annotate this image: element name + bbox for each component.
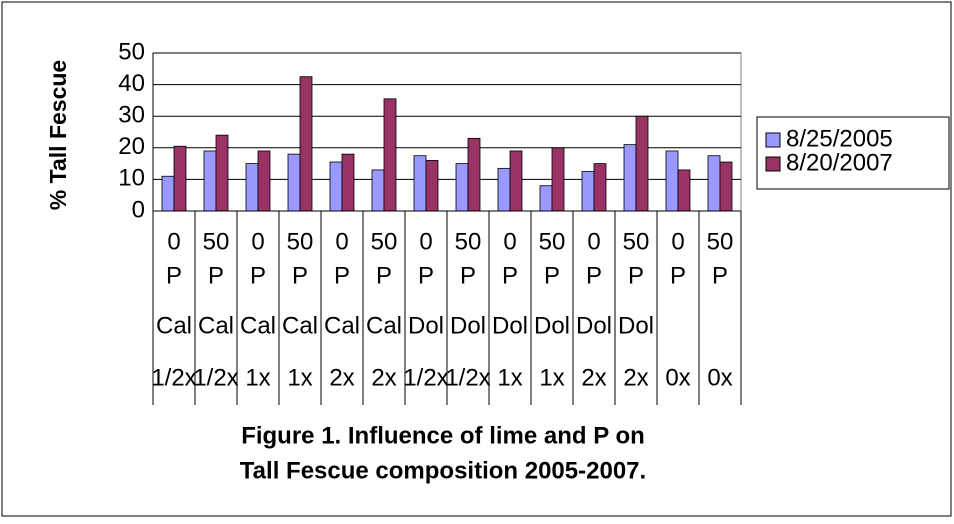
x-tick-label: P <box>376 262 392 289</box>
bar <box>299 76 313 212</box>
x-tick-label: Dol <box>618 312 654 339</box>
x-tick-label: 1/2x <box>403 364 448 391</box>
bar <box>215 134 229 212</box>
x-tick-label: 2x <box>371 364 396 391</box>
bar <box>287 153 301 212</box>
y-axis-title: % Tall Fescue <box>45 60 71 210</box>
bar <box>581 171 595 212</box>
bar <box>383 98 397 212</box>
x-tick-label: P <box>418 262 434 289</box>
bar <box>425 160 439 212</box>
x-tick-label: 1x <box>245 364 270 391</box>
chart-title: Tall Fescue composition 2005-2007. <box>240 457 646 484</box>
x-tick-label: 0 <box>587 228 600 255</box>
x-tick-label: 1/2x <box>151 364 196 391</box>
y-tick-label: 30 <box>118 102 145 129</box>
x-tick-label: 0x <box>707 364 732 391</box>
x-tick-label: 50 <box>203 228 230 255</box>
bar <box>551 147 565 212</box>
legend-label: 8/25/2005 <box>786 125 893 152</box>
x-tick-label: P <box>292 262 308 289</box>
x-tick-label: P <box>628 262 644 289</box>
bar <box>665 150 679 212</box>
x-tick-label: P <box>544 262 560 289</box>
x-tick-label: P <box>586 262 602 289</box>
x-tick-label: P <box>460 262 476 289</box>
bar <box>539 185 553 212</box>
bar <box>677 169 691 212</box>
bar <box>635 115 649 212</box>
x-tick-label: 50 <box>539 228 566 255</box>
bar <box>341 153 355 212</box>
bar <box>173 145 187 212</box>
bar <box>467 137 481 212</box>
x-tick-label: P <box>502 262 518 289</box>
x-tick-label: 50 <box>707 228 734 255</box>
x-tick-label: 50 <box>371 228 398 255</box>
x-tick-label: 0 <box>251 228 264 255</box>
y-tick-label: 50 <box>118 38 145 65</box>
x-tick-label: P <box>712 262 728 289</box>
y-tick-label: 40 <box>118 70 145 97</box>
x-tick-label: 2x <box>581 364 606 391</box>
bar <box>509 150 523 212</box>
x-tick-label: Cal <box>324 312 360 339</box>
x-tick-label: P <box>334 262 350 289</box>
x-tick-label: P <box>250 262 266 289</box>
bar <box>245 163 259 212</box>
bar <box>719 161 733 212</box>
x-tick-label: 1/2x <box>445 364 490 391</box>
x-tick-label: 0 <box>503 228 516 255</box>
x-tick-label: 1x <box>497 364 522 391</box>
legend-swatch <box>765 156 781 172</box>
bar <box>257 150 271 212</box>
x-tick-label: 0 <box>167 228 180 255</box>
bar <box>203 150 217 212</box>
bar <box>413 155 427 212</box>
legend-swatch <box>765 132 781 148</box>
x-tick-label: 0 <box>419 228 432 255</box>
bar <box>161 175 175 212</box>
bar <box>707 155 721 212</box>
x-tick-label: 2x <box>329 364 354 391</box>
bar <box>329 161 343 212</box>
x-tick-label: 50 <box>455 228 482 255</box>
x-tick-label: Cal <box>282 312 318 339</box>
x-tick-label: Cal <box>240 312 276 339</box>
x-tick-label: Cal <box>366 312 402 339</box>
y-tick-label: 10 <box>118 165 145 192</box>
bar <box>371 169 385 212</box>
x-tick-label: 1x <box>287 364 312 391</box>
x-tick-label: Dol <box>534 312 570 339</box>
x-tick-label: 50 <box>623 228 650 255</box>
x-tick-label: P <box>166 262 182 289</box>
x-tick-label: Dol <box>576 312 612 339</box>
y-tick-label: 20 <box>118 133 145 160</box>
bar <box>455 163 469 212</box>
x-tick-label: Dol <box>450 312 486 339</box>
bar <box>497 167 511 212</box>
x-tick-label: 2x <box>623 364 648 391</box>
x-tick-label: Dol <box>492 312 528 339</box>
legend <box>756 116 950 190</box>
x-tick-label: 0 <box>335 228 348 255</box>
x-tick-label: 1x <box>539 364 564 391</box>
legend-label: 8/20/2007 <box>786 149 893 176</box>
x-tick-label: P <box>670 262 686 289</box>
x-tick-label: Cal <box>156 312 192 339</box>
bar <box>593 163 607 212</box>
y-tick-label: 0 <box>132 196 145 223</box>
x-tick-label: Dol <box>408 312 444 339</box>
x-tick-label: Cal <box>198 312 234 339</box>
x-tick-label: 0x <box>665 364 690 391</box>
x-tick-label: P <box>208 262 224 289</box>
x-tick-label: 50 <box>287 228 314 255</box>
chart-title: Figure 1. Influence of lime and P on <box>241 422 645 449</box>
x-tick-label: 1/2x <box>193 364 238 391</box>
plot-area <box>152 52 742 212</box>
x-tick-label: 0 <box>671 228 684 255</box>
bar <box>623 144 637 212</box>
